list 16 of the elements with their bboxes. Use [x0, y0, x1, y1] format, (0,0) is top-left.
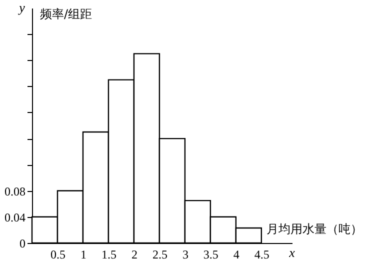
x-tick-label: 4.5: [254, 248, 270, 260]
x-tick-label: 3.5: [203, 248, 218, 260]
x-axis-title: 月均用水量（吨）: [266, 222, 362, 236]
x-tick-label: 1: [80, 248, 86, 260]
x-tick-label: 1.5: [101, 248, 116, 260]
y-tick-label: 0: [20, 236, 26, 250]
x-tick-label: 0.5: [50, 248, 66, 260]
y-axis-title: 频率/组距: [40, 7, 92, 21]
x-tick-label: 3: [182, 248, 188, 260]
x-tick-label: 2.5: [152, 248, 168, 260]
x-tick-label: 4: [233, 248, 240, 260]
y-tick-label: 0.08: [4, 184, 26, 198]
x-tick-label: 2: [131, 248, 138, 260]
y-tick-label: 0.04: [4, 210, 26, 224]
text: y: [17, 0, 26, 15]
text: x: [288, 245, 296, 260]
